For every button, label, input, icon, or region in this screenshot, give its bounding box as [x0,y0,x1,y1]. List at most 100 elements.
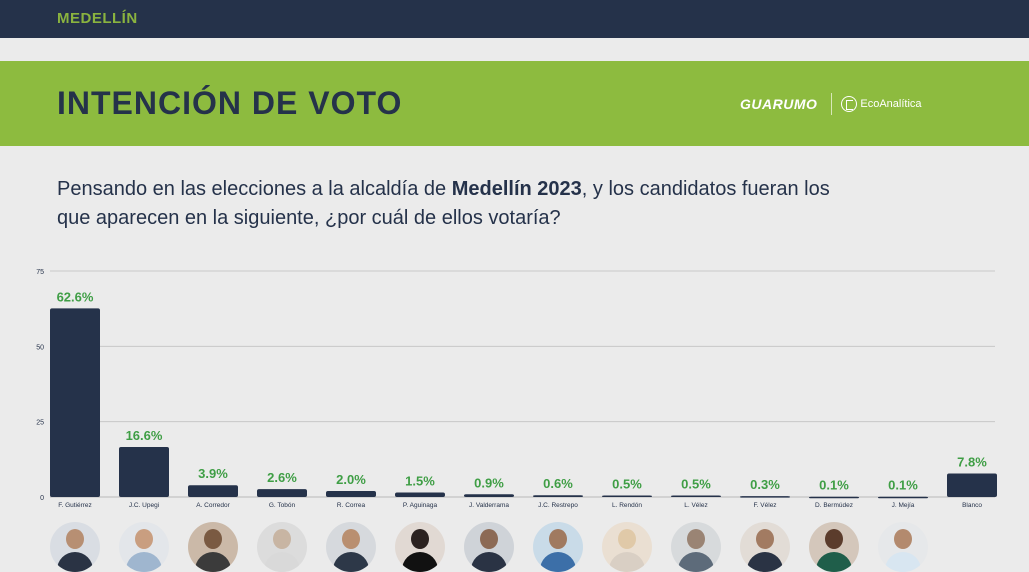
candidate-photo [326,522,376,572]
photo-body [333,552,369,572]
data-label: 3.9% [198,466,228,481]
candidate-photo [257,522,307,572]
candidate-photo [533,522,583,572]
candidate-photo [464,522,514,572]
bar [188,485,238,497]
bar [671,495,721,497]
candidate-photo [878,522,928,572]
data-label: 0.9% [474,475,504,490]
y-tick-label: 25 [36,420,44,427]
category-label: J. Mejía [892,502,915,509]
bar [464,494,514,497]
bar [878,496,928,499]
bar [809,496,859,499]
data-label: 1.5% [405,473,435,488]
survey-question: Pensando en las elecciones a la alcaldía… [57,175,857,233]
category-label: L. Vélez [684,502,708,509]
photo-body [195,552,231,572]
photo-head [204,529,222,549]
candidate-photo [50,522,100,572]
photo-body [402,552,438,572]
candidate-photo [119,522,169,572]
photo-body [678,552,714,572]
data-label: 2.0% [336,472,366,487]
photo-body [264,552,300,572]
bar [326,490,376,497]
photo-head [135,529,153,549]
data-label: 0.5% [612,476,642,491]
category-label: J.C. Upegi [129,502,159,509]
photo-head [480,529,498,549]
data-label: 7.8% [957,454,987,469]
photo-body [609,552,645,572]
title-banner: INTENCIÓN DE VOTO GUARUMO EcoAnalítica [0,61,1029,146]
question-part2: , y los candidatos fueran los que aparec… [57,178,830,229]
photo-head [687,529,705,549]
city-label: MEDELLÍN [57,10,138,27]
bar [740,496,790,498]
question-bold: Medellín 2023 [451,178,582,200]
y-tick-label: 0 [40,495,44,502]
photo-head [273,529,291,549]
bar [533,495,583,497]
photo-head [411,529,429,549]
category-label: J. Valderrama [469,502,509,509]
data-label: 2.6% [267,470,297,485]
photo-body [747,552,783,572]
candidate-photo [188,522,238,572]
guarumo-logo: GUARUMO [740,96,818,112]
category-label: F. Vélez [753,502,776,509]
photo-head [825,529,843,549]
ecoanalitica-logo: EcoAnalítica [841,96,922,112]
ecoanalitica-icon [841,96,858,112]
bar [119,446,169,497]
candidate-photo [602,522,652,572]
question-part1: Pensando en las elecciones a la alcaldía… [57,178,452,200]
candidate-photo [809,522,859,572]
ecoanalitica-label: EcoAnalítica [860,98,922,110]
y-tick-label: 75 [36,269,44,276]
photo-head [894,529,912,549]
photo-body [57,552,93,572]
bar [602,495,652,497]
candidate-photo [740,522,790,572]
bar [50,308,100,497]
category-label: J.C. Restrepo [538,502,578,509]
category-label: R. Correa [337,502,366,509]
category-label: P. Aguinaga [403,502,438,509]
photo-body [885,552,921,572]
data-label: 62.6% [57,289,94,304]
category-label: F. Gutiérrez [58,502,92,509]
data-label: 0.1% [888,478,918,493]
photo-head [66,529,84,549]
photo-body [816,552,852,572]
photo-head [342,529,360,549]
data-label: 0.6% [543,476,573,491]
photo-body [540,552,576,572]
category-label: G. Tobón [269,502,296,509]
photo-head [549,529,567,549]
category-label: L. Rendón [612,502,642,509]
logos: GUARUMO EcoAnalítica [740,93,922,115]
top-bar: MEDELLÍN [0,0,1029,38]
bar [395,492,445,497]
data-label: 16.6% [126,428,163,443]
data-label: 0.5% [681,476,711,491]
photo-body [126,552,162,572]
vote-intention-chart: 0 25 50 75 62.6% F. Gutiérrez 16.6% J.C. Upegi 3… [36,269,997,509]
y-tick-label: 50 [36,344,44,351]
bar [257,489,307,497]
photo-body [471,552,507,572]
data-label: 0.3% [750,477,780,492]
photo-head [756,529,774,549]
data-label: 0.1% [819,478,849,493]
photo-head [618,529,636,549]
candidate-photo [395,522,445,572]
category-label: Blanco [962,502,982,509]
category-label: A. Corredor [196,502,230,509]
bar [947,473,997,497]
candidate-photo [671,522,721,572]
category-label: D. Bermúdez [815,502,853,509]
page-title: INTENCIÓN DE VOTO [57,85,403,121]
logo-divider [831,93,833,115]
